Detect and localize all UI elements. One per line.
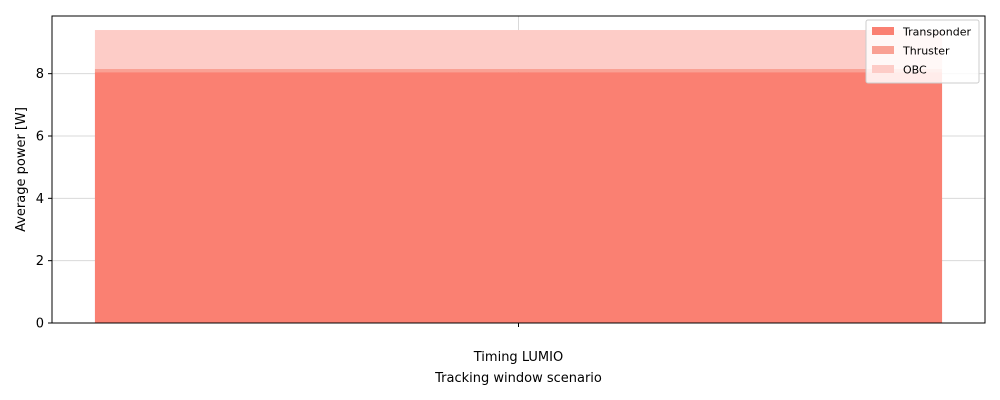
y-tick-label: 0 xyxy=(36,317,44,332)
legend-box xyxy=(865,19,980,84)
x-axis: Timing LUMIO xyxy=(473,323,563,365)
bar-transponder xyxy=(94,72,943,323)
legend-swatch-obc xyxy=(872,65,894,73)
y-axis-title: Average power [W] xyxy=(14,107,29,232)
legend-label-thruster: Thruster xyxy=(902,45,950,58)
legend-swatch-thruster xyxy=(872,46,894,54)
y-axis: 0 2 4 6 8 xyxy=(36,67,52,332)
legend: Transponder Thruster OBC xyxy=(865,19,980,84)
legend-label-obc: OBC xyxy=(903,64,927,77)
x-axis-title: Tracking window scenario xyxy=(434,371,602,386)
bars xyxy=(94,30,943,323)
y-tick-label: 8 xyxy=(36,67,44,82)
x-tick-label: Timing LUMIO xyxy=(473,350,563,365)
y-tick-label: 2 xyxy=(36,254,44,269)
y-tick-label: 6 xyxy=(36,129,44,144)
legend-label-transponder: Transponder xyxy=(902,26,972,39)
legend-swatch-transponder xyxy=(872,27,894,35)
y-tick-label: 4 xyxy=(36,192,44,207)
bar-obc xyxy=(94,30,943,69)
bar-thruster xyxy=(94,68,943,73)
